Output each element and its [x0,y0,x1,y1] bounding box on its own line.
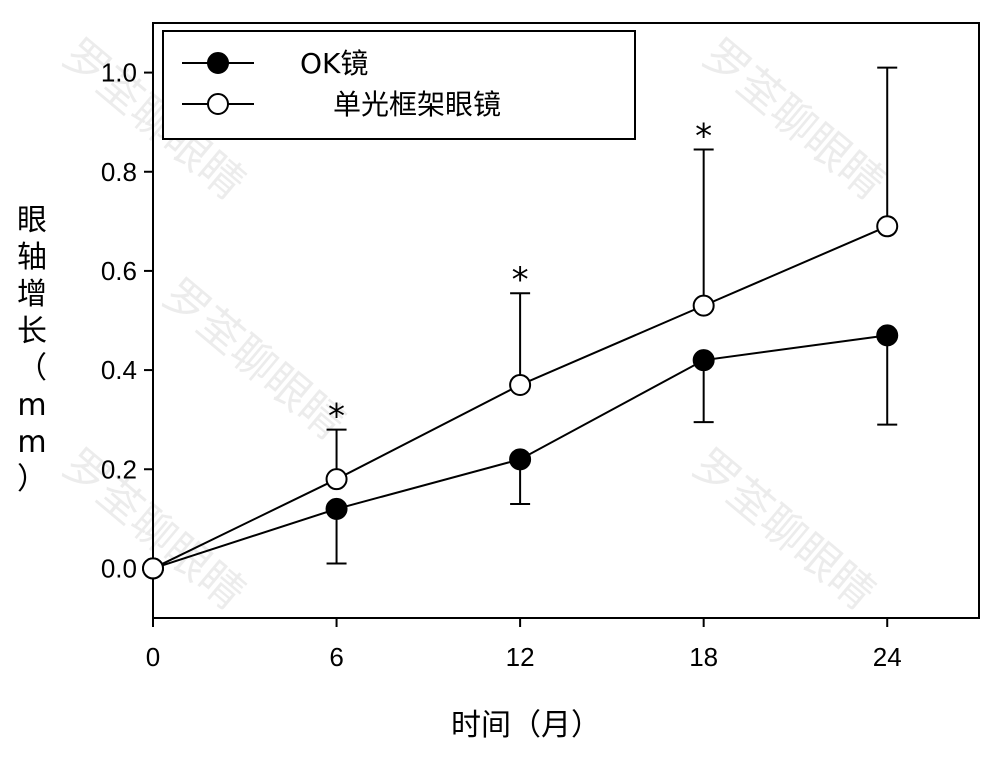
y-axis-label: 眼轴增长（ m m） [17,203,47,497]
y-tick-label-1.0: 1.0 [101,58,137,88]
data-points [142,215,899,580]
point-s1-1 [325,468,348,491]
watermark-text-3: 罗荃聊眼睛 [683,439,884,619]
significance-star-0: * [328,397,345,437]
legend-marker-0 [207,52,229,74]
point-s1-0 [142,557,164,580]
point-s1-4 [876,215,899,238]
significance-star-1: * [512,260,529,300]
legend-label-0: OK镜 [300,47,368,80]
significance-star-2: * [695,116,712,156]
point-s0-1 [325,497,348,520]
point-s0-4 [876,324,899,347]
y-tick-label-0.0: 0.0 [101,553,137,583]
y-tick-label-0.8: 0.8 [101,157,137,187]
watermark-text-1: 罗荃聊眼睛 [693,29,894,209]
x-tick-label-12: 12 [506,642,535,672]
legend-label-1: 单光框架眼镜 [333,88,501,121]
x-tick-label-6: 6 [329,642,343,672]
y-tick-label-0.4: 0.4 [101,355,137,385]
significance-annotations: * * * [328,116,712,436]
plot-frame [152,22,980,619]
legend-marker-1 [207,93,229,115]
point-s0-2 [509,448,532,471]
x-axis-label: 时间（月） [451,708,601,743]
y-tick-label-0.6: 0.6 [101,256,137,286]
x-tick-label-0: 0 [146,642,160,672]
error-bars [326,66,898,565]
watermark-text-4: 罗荃聊眼睛 [153,269,354,449]
y-axis-label-text: 眼轴增长（ m m） [17,203,47,497]
x-tick-label-18: 18 [689,642,718,672]
legend-box [162,30,636,140]
point-s1-2 [509,373,532,396]
x-tick-label-24: 24 [873,642,902,672]
point-s1-3 [692,294,715,317]
axes: 0 6 12 18 24 0.0 0.2 0.4 0.6 0.8 1.0 [101,58,902,672]
y-tick-label-0.2: 0.2 [101,454,137,484]
point-s0-3 [692,349,715,372]
